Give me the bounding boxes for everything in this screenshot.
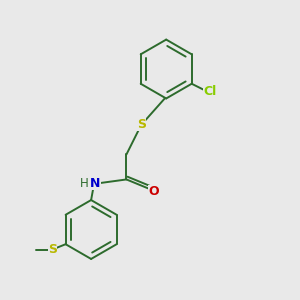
Text: Cl: Cl [203,85,217,98]
Text: S: S [48,243,57,256]
Text: S: S [137,118,146,131]
Text: H: H [80,177,89,190]
Text: N: N [90,177,101,190]
Text: O: O [148,185,159,198]
